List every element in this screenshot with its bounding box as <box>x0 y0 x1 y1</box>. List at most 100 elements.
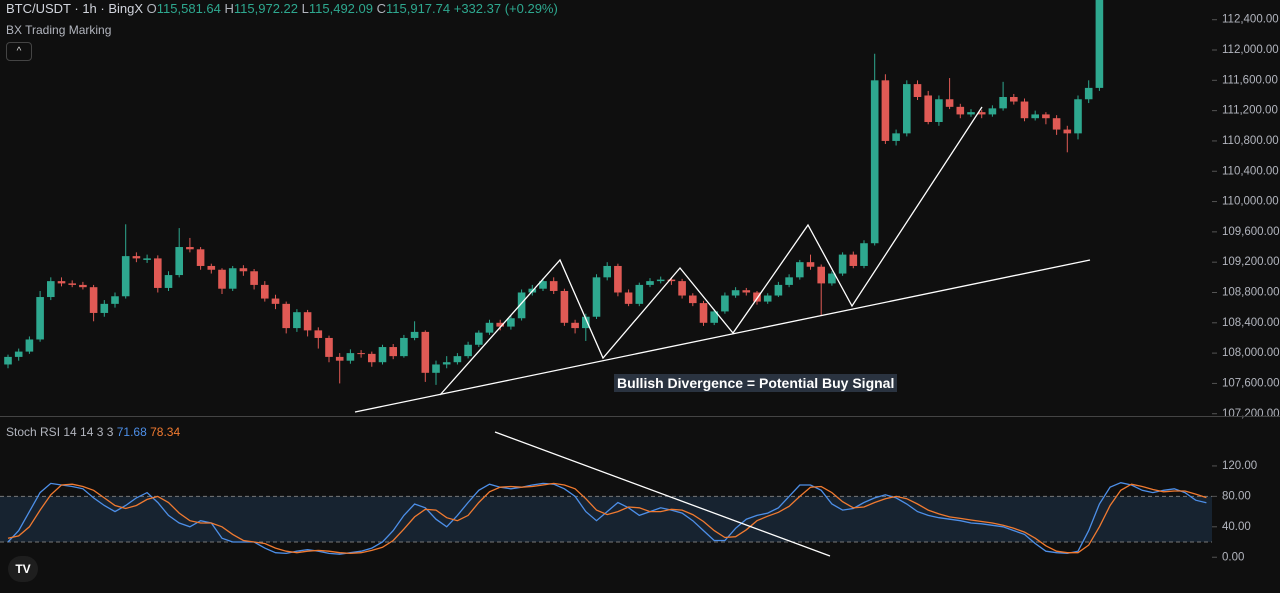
y-tick-label: 110,400.00 <box>1222 165 1279 177</box>
candle-body <box>293 312 301 329</box>
candle-body <box>68 283 76 285</box>
candle-body <box>485 322 494 333</box>
value: 115,917.74 <box>386 1 451 16</box>
candle-body <box>314 330 323 338</box>
candle-body <box>357 353 365 355</box>
candle-body <box>475 332 483 345</box>
candle-body <box>4 356 12 365</box>
label: L <box>301 1 309 16</box>
candle-body <box>121 256 130 297</box>
y-tick-label: 112,400.00 <box>1222 14 1279 26</box>
candle-body <box>796 262 804 278</box>
candle-body <box>196 249 205 266</box>
candle-body <box>689 295 697 304</box>
candle-body <box>228 268 237 289</box>
y-tick-label: 107,200.00 <box>1222 408 1280 420</box>
candle-body <box>25 339 34 352</box>
legend-value: 78.34 <box>150 425 181 439</box>
candle-body <box>838 254 847 274</box>
y-tick-label: 80.00 <box>1222 490 1251 502</box>
candle-body <box>828 273 836 284</box>
candle-body <box>913 84 922 97</box>
candle-body <box>635 284 644 304</box>
candle-body <box>1020 101 1029 119</box>
candle-body <box>860 243 868 266</box>
candle-body <box>774 284 783 296</box>
header: BTC/USDT · 1h · BingX O115,581.64 H115,9… <box>6 1 558 16</box>
candle-body <box>1010 96 1018 102</box>
candle-body <box>817 266 825 284</box>
candle-body <box>956 106 965 115</box>
candle-body <box>453 356 462 363</box>
candle-body <box>239 268 248 272</box>
candle-body <box>442 362 451 365</box>
candle-body <box>977 112 986 115</box>
y-tick-label: 108,800.00 <box>1222 287 1280 299</box>
candle-body <box>806 262 815 267</box>
candle-body <box>763 295 772 302</box>
y-tick-label: 111,600.00 <box>1222 74 1278 86</box>
symbol: BTC/USDT · 1h · BingX <box>6 1 144 16</box>
candle-body <box>1074 99 1082 134</box>
candle-body <box>346 353 355 361</box>
candle-body <box>678 281 686 296</box>
label: O <box>146 1 157 16</box>
candle-body <box>849 254 858 266</box>
candle-body <box>89 287 98 313</box>
candle-body <box>36 297 44 340</box>
zigzag <box>439 106 983 396</box>
y-tick-label: 108,400.00 <box>1222 317 1280 329</box>
candle-body <box>742 290 751 293</box>
candle-body <box>699 303 708 323</box>
candle-body <box>892 133 900 141</box>
logo[interactable]: TV <box>8 556 38 582</box>
candle-body <box>57 281 66 284</box>
y-tick-label: 112,000.00 <box>1222 44 1279 56</box>
candle-body <box>79 284 87 288</box>
collapse-button[interactable]: ^ <box>6 42 32 61</box>
candle-body <box>1063 129 1072 134</box>
candle-body <box>945 99 954 107</box>
candle-body <box>903 84 911 134</box>
candle-body <box>870 80 879 244</box>
value: 115,581.64 <box>156 1 221 16</box>
candle-body <box>464 344 472 357</box>
candle-body <box>539 281 547 289</box>
legend-value: 71.68 <box>116 425 147 439</box>
candle-body <box>1031 114 1039 119</box>
candle-body <box>132 256 141 259</box>
candle-body <box>261 284 269 299</box>
axes: 107,200.00 107,600.00 108,000.00 108,400.00… <box>1212 14 1280 563</box>
value: 115,972.22 <box>233 1 299 16</box>
candle-body <box>186 247 194 250</box>
candle-body <box>935 99 943 122</box>
candle-body <box>432 364 440 373</box>
candle-body <box>47 281 55 298</box>
stoch-line <box>7 482 1207 555</box>
candle-body <box>999 96 1007 109</box>
stoch-legend: Stoch RSI 14 14 3 3 71.68 78.34 <box>6 425 180 439</box>
y-tick-label: 107,600.00 <box>1222 377 1280 389</box>
candle-body <box>207 265 216 270</box>
annotation: Bullish Divergence = Potential Buy Signa… <box>614 374 898 392</box>
candle-body <box>1052 118 1061 130</box>
candle-body <box>517 292 526 319</box>
candle-body <box>1042 114 1050 119</box>
candle-body <box>111 296 119 304</box>
candle-body <box>881 80 890 141</box>
candle-body <box>785 277 793 285</box>
candle-body <box>624 292 633 304</box>
y-tick-label: 120.00 <box>1222 460 1257 472</box>
stoch-trendline <box>494 431 831 557</box>
candle-body <box>549 281 558 291</box>
candle-body <box>100 303 109 313</box>
candle-body <box>753 292 761 302</box>
change: +332.37 (+0.29%) <box>453 1 558 16</box>
label: C <box>376 1 386 16</box>
candle-body <box>410 331 419 338</box>
candle-body <box>14 351 23 357</box>
candle-body <box>271 298 280 304</box>
indicator-name: BX Trading Marking <box>6 23 112 37</box>
y-tick-label: 40.00 <box>1222 521 1251 533</box>
